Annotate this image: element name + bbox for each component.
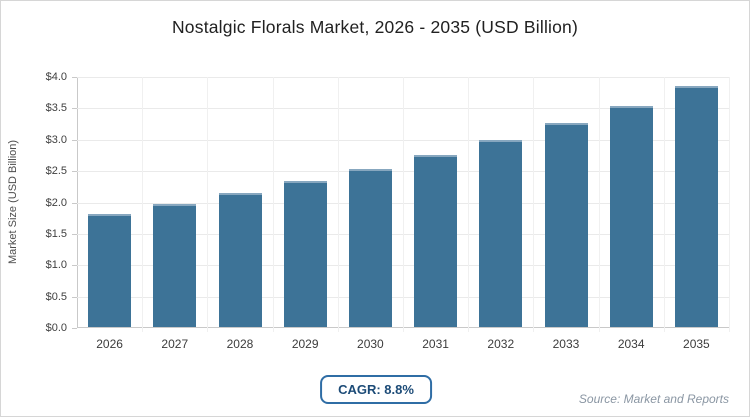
y-tick-label: $3.5 [45, 102, 67, 115]
bar-2030 [348, 168, 392, 327]
x-tick-label: 2029 [291, 337, 319, 351]
x-tick-label: 2031 [422, 337, 449, 351]
bar-2034 [609, 105, 653, 327]
y-axis-tick [72, 296, 77, 298]
y-axis-tick [72, 233, 77, 235]
x-tick-label: 2027 [161, 337, 189, 351]
y-tick-label: $2.0 [45, 196, 67, 209]
x-tick-label: 2034 [617, 337, 645, 351]
bar-2033 [544, 123, 588, 327]
gridline-vertical [207, 77, 209, 332]
y-tick-label: $1.0 [45, 259, 67, 272]
x-tick-label: 2026 [96, 337, 123, 351]
y-axis-tick [72, 139, 77, 141]
x-tick-label: 2032 [487, 337, 515, 351]
bar-2032 [479, 140, 523, 327]
y-axis-tick [72, 108, 77, 110]
y-tick-label: $2.5 [45, 165, 67, 178]
x-tick-label: 2035 [683, 337, 710, 351]
gridline-vertical [663, 77, 665, 332]
y-axis-tick [72, 171, 77, 173]
y-tick-label: $3.0 [45, 133, 67, 146]
bar-2029 [283, 181, 327, 327]
x-tick-label: 2028 [226, 337, 254, 351]
y-axis-tick [72, 265, 77, 267]
plot-area [72, 77, 730, 332]
gridline-vertical [403, 77, 404, 332]
y-tick-label: $1.5 [45, 227, 67, 240]
gridline-vertical [337, 77, 339, 332]
gridline-vertical [729, 77, 730, 332]
gridline-vertical [533, 77, 535, 332]
y-axis-tick [72, 202, 77, 204]
bar-2028 [218, 193, 262, 327]
bar-2031 [414, 155, 458, 327]
gridline-vertical [142, 77, 144, 332]
gridline-vertical [272, 77, 274, 332]
y-axis-tick [72, 328, 77, 329]
bar-2035 [674, 86, 718, 327]
chart-title: Nostalgic Florals Market, 2026 - 2035 (U… [171, 17, 579, 37]
y-tick-label: $0.0 [45, 322, 67, 334]
gridline-vertical [468, 77, 470, 332]
x-tick-label: 2033 [552, 337, 580, 351]
y-tick-label: $4.0 [45, 71, 67, 83]
y-tick-label: $0.5 [45, 290, 67, 303]
y-axis-tick [72, 77, 77, 78]
bar-2027 [153, 204, 197, 327]
cagr-badge: CAGR: 8.8% [320, 375, 432, 404]
source-note: Source: Market and Reports [578, 392, 729, 406]
bar-2026 [88, 214, 132, 327]
x-tick-label: 2030 [357, 337, 384, 351]
gridline-vertical [598, 77, 600, 332]
